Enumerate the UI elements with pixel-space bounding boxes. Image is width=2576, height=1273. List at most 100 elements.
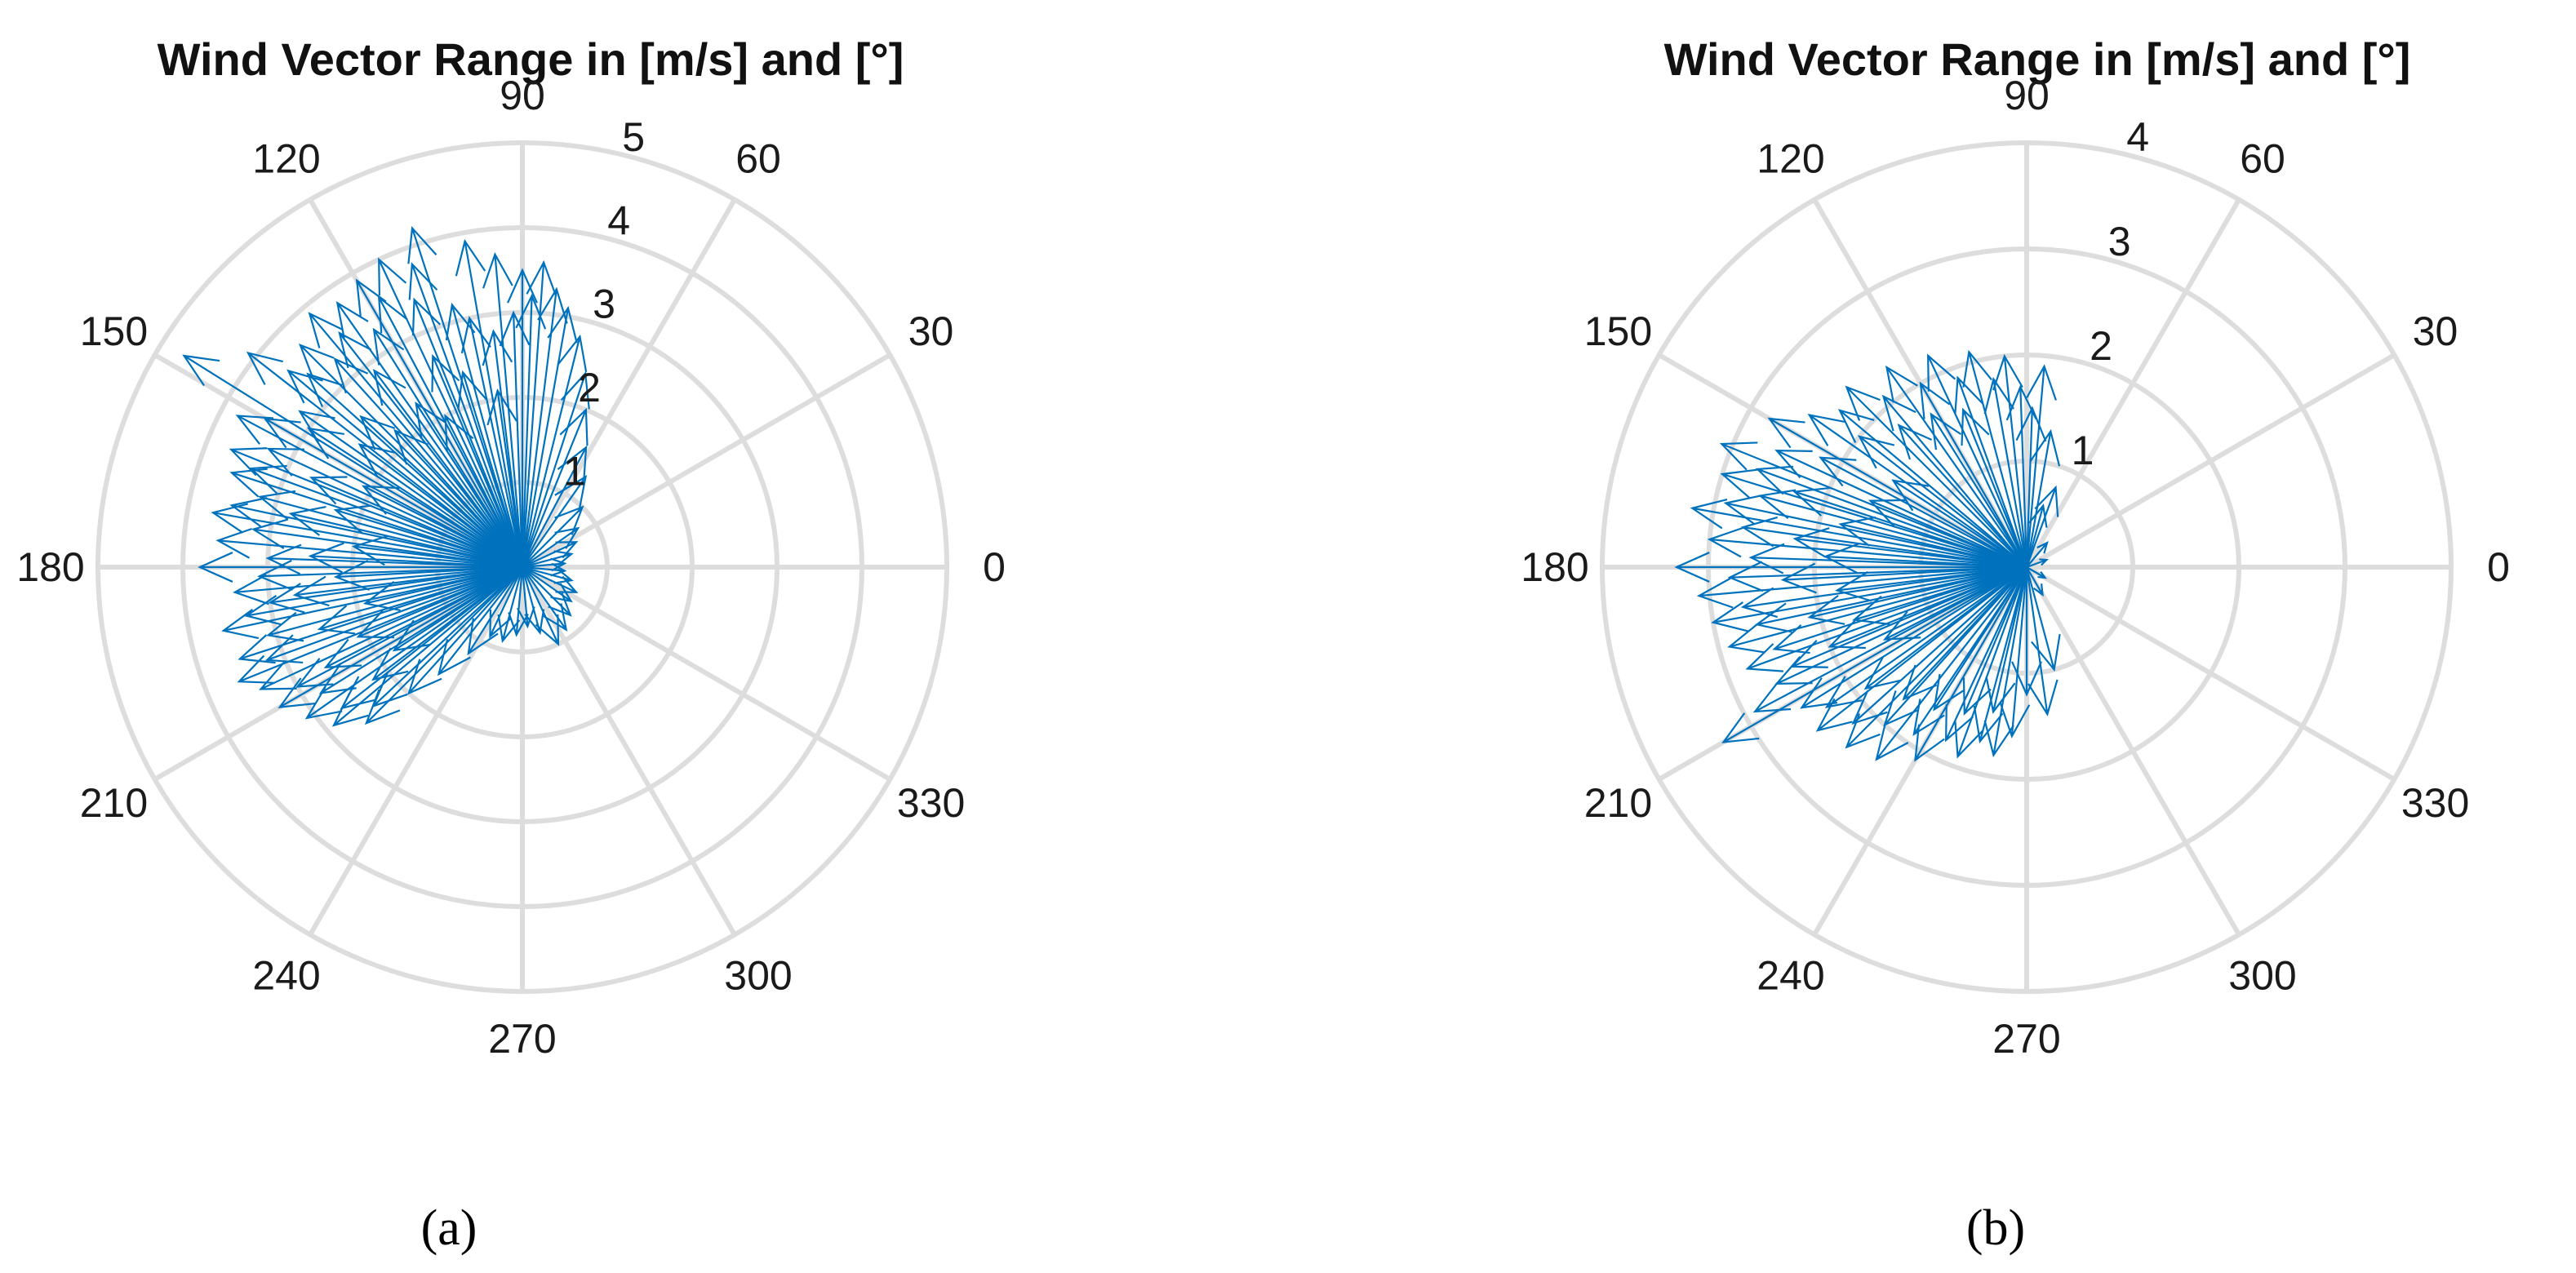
wind-vector <box>265 566 523 642</box>
panel-label-b: (b) <box>1966 1200 2025 1256</box>
grid-spoke <box>2024 198 2241 569</box>
wind-vector <box>1954 375 2028 568</box>
wind-vector <box>309 476 523 569</box>
wind-vector <box>257 490 523 569</box>
wind-vector <box>317 566 523 635</box>
grid-spoke <box>520 198 737 569</box>
angle-tick-label: 120 <box>252 135 320 181</box>
wind-vector <box>437 566 523 676</box>
wind-vector <box>522 562 567 577</box>
wind-vector <box>355 278 523 568</box>
radius-tick-label: 5 <box>622 114 645 160</box>
angle-tick-label: 30 <box>2413 308 2458 354</box>
wind-vector <box>1897 424 2027 568</box>
wind-vector <box>364 566 523 725</box>
wind-vector <box>1720 468 2027 569</box>
wind-vector <box>1727 566 2027 654</box>
wind-vector <box>362 485 523 568</box>
wind-vector <box>1767 417 2027 568</box>
wind-vectors-b <box>1674 349 2061 762</box>
wind-vector <box>2005 384 2037 568</box>
wind-vector <box>215 527 523 569</box>
wind-vector <box>1696 566 2027 609</box>
wind-vector <box>2026 558 2049 569</box>
angle-tick-label: 210 <box>80 780 148 826</box>
grid-spoke <box>2025 353 2396 570</box>
wind-vector <box>486 388 524 568</box>
wind-vector <box>1721 566 2027 743</box>
grid-spoke <box>308 566 525 936</box>
radius-tick-label: 1 <box>2072 428 2094 473</box>
wind-vector <box>2025 503 2048 568</box>
wind-vector <box>460 316 524 568</box>
wind-vector <box>467 566 523 656</box>
wind-vector <box>2025 566 2061 672</box>
wind-vector <box>2026 541 2049 568</box>
wind-vector <box>1891 479 2027 568</box>
wind-vector <box>1780 562 2027 594</box>
angle-tick-label: 120 <box>1757 135 1824 181</box>
wind-vector <box>521 334 588 568</box>
wind-vector <box>444 414 523 568</box>
wind-vector <box>431 354 524 568</box>
wind-vector <box>235 415 523 568</box>
wind-vector <box>1933 566 2027 712</box>
wind-vector <box>229 447 523 569</box>
wind-vector <box>522 445 588 568</box>
wind-vector <box>1674 552 2027 583</box>
polar-chart-b: Wind Vector Range in [m/s] and [°] 0 30 60… <box>1521 33 2510 1256</box>
wind-vector <box>1807 414 2027 568</box>
wind-vector <box>1745 566 2027 672</box>
angle-tick-label: 30 <box>908 308 954 354</box>
wind-vector <box>371 566 523 681</box>
wind-vector <box>1837 409 2027 568</box>
wind-vector <box>2025 364 2057 568</box>
wind-vector <box>457 370 524 568</box>
wind-vector <box>333 504 523 569</box>
wind-vector <box>1819 456 2027 568</box>
wind-vector <box>1711 566 2027 632</box>
wind-vector <box>1914 566 2027 762</box>
wind-vector <box>507 268 538 567</box>
wind-vector <box>1792 527 2027 569</box>
wind-vectors-a <box>182 226 590 727</box>
wind-vector <box>1961 407 2028 568</box>
wind-vector <box>264 566 523 664</box>
angle-tick-label: 330 <box>2401 780 2469 826</box>
wind-vector <box>331 566 523 727</box>
wind-vector <box>522 557 567 572</box>
wind-vector <box>1930 412 2027 568</box>
wind-vector <box>521 259 557 568</box>
wind-vector <box>356 566 523 639</box>
wind-vector <box>211 503 523 569</box>
wind-vector <box>1824 566 2027 709</box>
wind-vector <box>1835 566 2027 602</box>
wind-vector <box>308 542 523 574</box>
angle-tick-label: 150 <box>80 308 148 354</box>
wind-vector <box>1973 566 2028 744</box>
angle-tick-label: 180 <box>16 544 84 590</box>
radius-tick-label: 4 <box>607 197 630 243</box>
polar-tick-labels-b: 0 30 60 90 120 150 180 210 240 270 300 330 1 2 3 4 <box>1521 73 2510 1062</box>
radius-tick-label: 3 <box>593 282 615 327</box>
radius-tick-label: 3 <box>2108 219 2131 264</box>
wind-vector <box>335 301 523 568</box>
wind-vector <box>1999 566 2031 739</box>
angle-tick-label: 90 <box>500 73 545 118</box>
angle-tick-label: 240 <box>252 953 320 999</box>
chart-title-a: Wind Vector Range in [m/s] and [°] <box>158 33 904 85</box>
wind-vector <box>298 343 523 568</box>
wind-vector <box>372 368 523 568</box>
wind-vector <box>182 354 523 568</box>
wind-vector <box>1851 566 2027 725</box>
wind-vector <box>1962 566 2028 716</box>
wind-vector <box>2026 566 2047 579</box>
grid-spoke <box>521 565 891 782</box>
wind-vector <box>1807 566 2027 625</box>
wind-vector <box>1926 353 2027 568</box>
wind-vector <box>298 410 523 568</box>
wind-vector <box>1944 566 2027 743</box>
wind-vector <box>1792 486 2027 569</box>
wind-vector <box>288 505 523 569</box>
angle-tick-label: 60 <box>2240 135 2285 181</box>
